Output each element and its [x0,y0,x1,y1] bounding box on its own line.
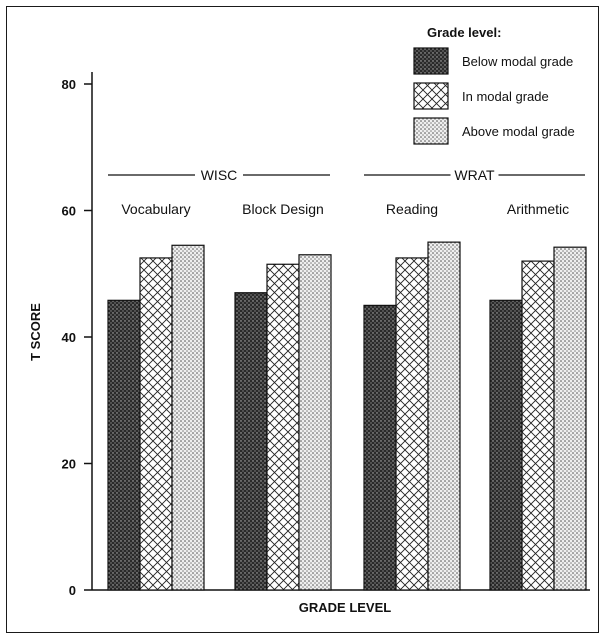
y-axis-label: T SCORE [28,303,43,361]
group-header-label: WISC [201,167,238,183]
legend-swatch [413,82,449,110]
x-axis-label: GRADE LEVEL [299,600,392,615]
y-tick-label: 0 [69,583,76,598]
legend-swatch [413,47,449,75]
category-label: Block Design [242,201,324,217]
bar-below-modal-grade-reading [363,304,397,591]
legend-swatch [413,117,449,145]
category-label: Arithmetic [507,201,569,217]
y-tick-label: 80 [62,77,76,92]
chart-frame [6,6,599,633]
bar-above-modal-grade-reading [427,241,461,591]
legend-label: Above modal grade [462,124,575,139]
bar-in-modal-grade-block-design [266,263,300,591]
y-tick-label: 40 [62,330,76,345]
y-ticks: 0 20 40 60 80 [62,77,92,598]
y-tick-label: 60 [62,204,76,219]
legend-title: Grade level: [427,25,501,40]
bar-below-modal-grade-vocabulary [107,299,141,591]
bar-in-modal-grade-arithmetic [521,260,555,591]
bar-in-modal-grade-vocabulary [139,257,173,591]
bar-below-modal-grade-arithmetic [489,299,523,591]
legend-label: In modal grade [462,89,549,104]
group-headers: WISC WRAT [108,167,585,183]
y-tick-label: 20 [62,457,76,472]
bar-above-modal-grade-block-design [298,254,332,591]
bar-in-modal-grade-reading [395,257,429,591]
bar-below-modal-grade-block-design [234,292,268,591]
bar-above-modal-grade-arithmetic [553,246,587,591]
category-labels: Vocabulary Block Design Reading Arithmetic [121,201,569,217]
category-label: Vocabulary [121,201,190,217]
bar-above-modal-grade-vocabulary [171,244,205,591]
category-label: Reading [386,201,438,217]
group-header-label: WRAT [454,167,495,183]
legend: Grade level: Below modal grade In modal g… [413,25,575,145]
bars [107,241,587,591]
legend-label: Below modal grade [462,54,573,69]
